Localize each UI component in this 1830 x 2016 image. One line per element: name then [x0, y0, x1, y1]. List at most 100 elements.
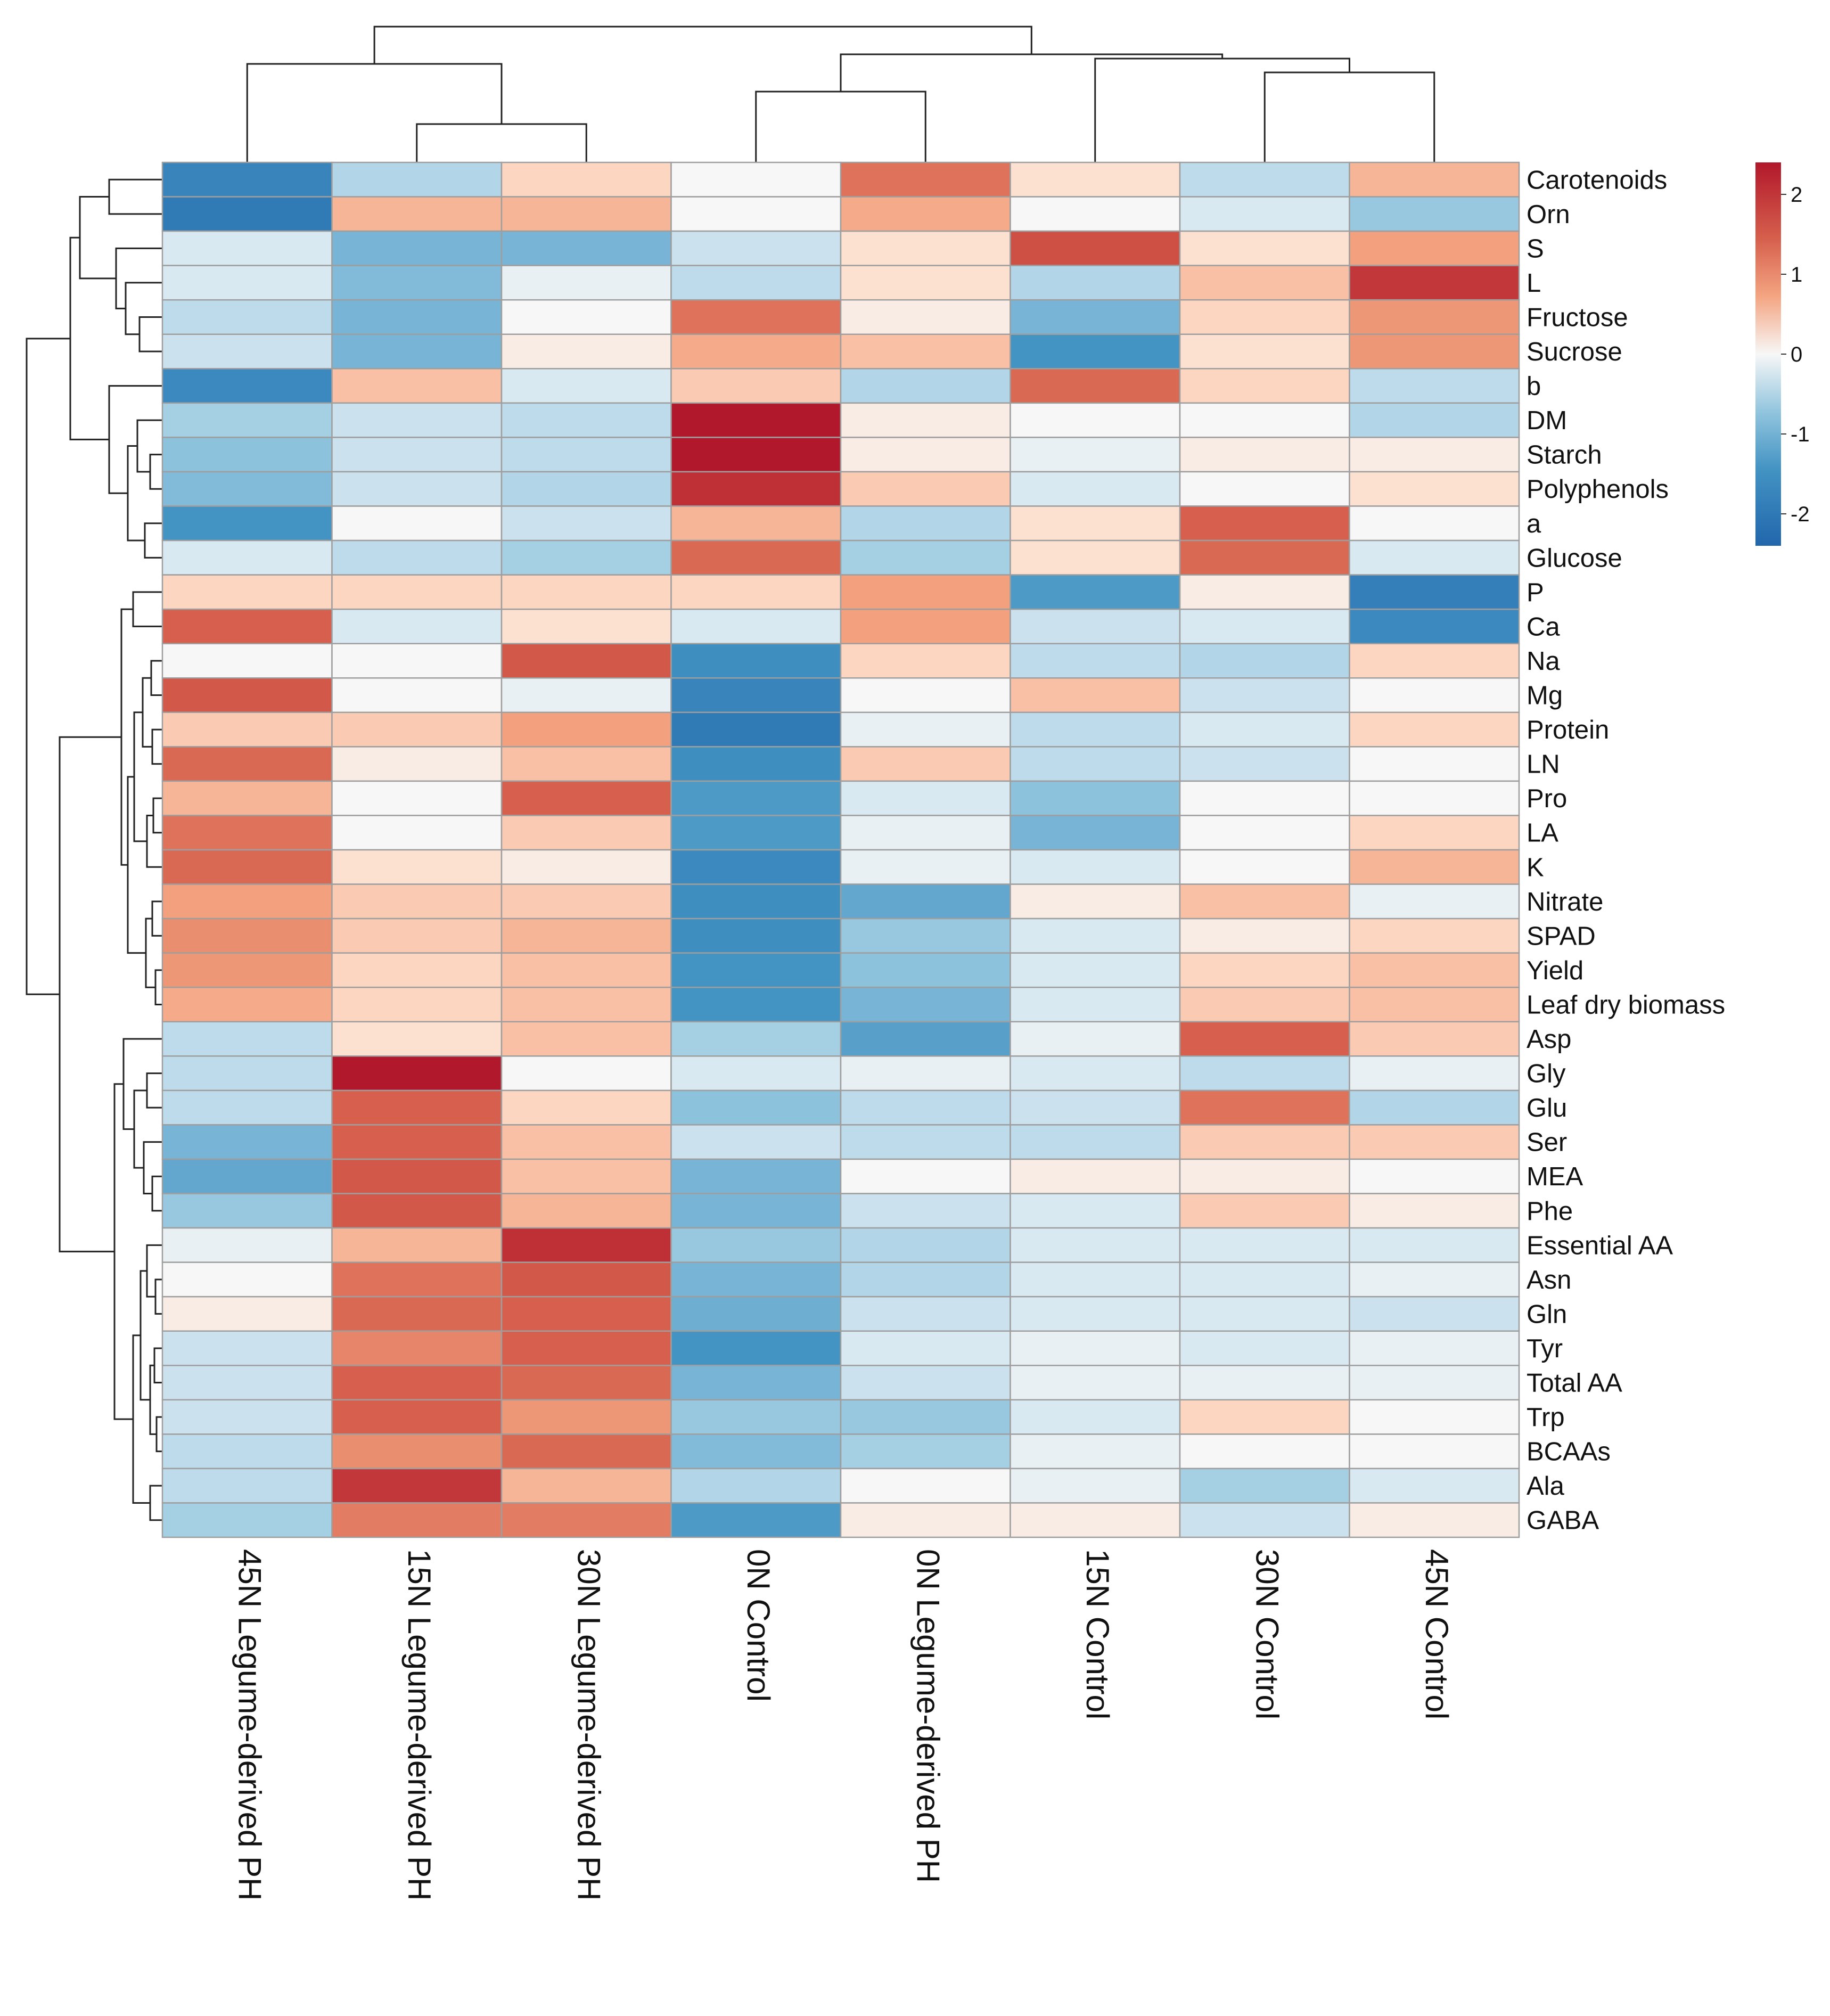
heatmap-cell [1349, 711, 1520, 748]
heatmap-cell [670, 230, 842, 266]
column-label: 30N Legume-derived PH [571, 1549, 606, 1900]
heatmap-cell [500, 1296, 672, 1332]
heatmap-cells [161, 161, 1520, 1538]
heatmap-cell [1179, 1502, 1350, 1538]
heatmap-cell [840, 1261, 1011, 1298]
heatmap-cell [500, 1261, 672, 1298]
heatmap-cell [161, 608, 333, 644]
heatmap-cell [1010, 849, 1181, 885]
column-label: 0N Control [741, 1549, 776, 1702]
heatmap-cell [331, 815, 503, 851]
heatmap-cell [331, 1089, 503, 1126]
column-label: 45N Legume-derived PH [232, 1549, 267, 1900]
heatmap-cell [1010, 1089, 1181, 1126]
heatmap-cell [1349, 437, 1520, 473]
heatmap-cell [1349, 780, 1520, 816]
dendrogram-branch [152, 797, 162, 834]
heatmap-cell [331, 368, 503, 404]
heatmap-cell [500, 883, 672, 920]
heatmap-cell [840, 539, 1011, 576]
heatmap-cell [840, 333, 1011, 370]
dendrogram-branch [1094, 58, 1350, 162]
heatmap-cell [331, 952, 503, 988]
heatmap-cell [670, 986, 842, 1022]
row-label: LA [1527, 819, 1558, 848]
dendrogram-branch [139, 1270, 150, 1401]
row-label: MEA [1527, 1162, 1583, 1191]
heatmap-cell [500, 917, 672, 954]
heatmap-cell [500, 1021, 672, 1057]
row-labels: Carotenoids Orn SL Fructose Sucrose b DM Starch… [1527, 166, 1725, 1535]
heatmap-cell [1349, 1227, 1520, 1263]
heatmap-cell [1349, 1433, 1520, 1470]
heatmap-cell [1349, 1158, 1520, 1194]
heatmap-cell [1179, 1468, 1350, 1504]
heatmap-cell [1349, 1468, 1520, 1504]
row-label: BCAAs [1527, 1438, 1611, 1466]
heatmap-cell [1179, 986, 1350, 1022]
heatmap-cell [840, 471, 1011, 507]
row-label: Yield [1527, 956, 1583, 985]
heatmap-cell [840, 437, 1011, 473]
heatmap-cell [161, 539, 333, 576]
heatmap-cell [500, 986, 672, 1022]
dendrogram-branch [133, 1089, 147, 1169]
dendrogram-branch [132, 1334, 150, 1504]
row-label: Ala [1527, 1472, 1565, 1501]
heatmap-cell [500, 299, 672, 335]
row-label: DM [1527, 406, 1567, 435]
dendrogram-branch [246, 63, 503, 162]
column-labels: 45N Legume-derived PH 15N Legume-derived … [232, 1549, 1455, 1900]
heatmap-cell [1179, 643, 1350, 679]
heatmap-cell [161, 849, 333, 885]
heatmap-cell [840, 849, 1011, 885]
heatmap-cell [1179, 299, 1350, 335]
row-label: Starch [1527, 441, 1602, 470]
heatmap-cell [1010, 299, 1181, 335]
heatmap-cell [331, 1158, 503, 1194]
heatmap-cell [670, 1193, 842, 1229]
row-label: LN [1527, 750, 1560, 779]
heatmap-cell [331, 1296, 503, 1332]
dendrogram-branch [155, 1416, 162, 1453]
heatmap-cell [1349, 917, 1520, 954]
heatmap-cell [1010, 161, 1181, 198]
heatmap-cell [840, 1227, 1011, 1263]
heatmap-cell [1179, 677, 1350, 714]
heatmap-cell [1349, 539, 1520, 576]
heatmap-cell [500, 505, 672, 542]
heatmap-cell [1179, 1330, 1350, 1366]
heatmap-cell [670, 1089, 842, 1126]
color-legend: 2 1 0 -1 -2 [1755, 162, 1810, 546]
dendrogram-branch [108, 178, 162, 215]
heatmap-cell [1010, 1227, 1181, 1263]
heatmap-cell [331, 1502, 503, 1538]
dendrogram-branch [151, 900, 162, 937]
heatmap-cell [670, 815, 842, 851]
heatmap-cell [1010, 333, 1181, 370]
heatmap-cell [1179, 1124, 1350, 1160]
heatmap-cell [161, 1330, 333, 1366]
heatmap-cell [331, 677, 503, 714]
heatmap-cell [1179, 505, 1350, 542]
heatmap-cell [840, 505, 1011, 542]
dendrogram-branch [125, 282, 162, 335]
heatmap-cell [670, 1365, 842, 1401]
heatmap-cell [670, 1433, 842, 1470]
legend-colorbar [1755, 162, 1781, 546]
heatmap-cell [840, 230, 1011, 266]
heatmap-cell [670, 539, 842, 576]
row-label: Asn [1527, 1266, 1571, 1294]
heatmap-cell [1179, 1261, 1350, 1298]
heatmap-cell [161, 1193, 333, 1229]
row-label: Fructose [1527, 303, 1628, 332]
heatmap-cell [1179, 849, 1350, 885]
heatmap-cell [840, 196, 1011, 232]
heatmap-cell [331, 1433, 503, 1470]
heatmap-cell [1179, 402, 1350, 438]
heatmap-cell [840, 711, 1011, 748]
dendrogram-branch [149, 1485, 162, 1521]
heatmap-cell [1010, 1365, 1181, 1401]
heatmap-cell [500, 1365, 672, 1401]
heatmap-cell [1349, 161, 1520, 198]
